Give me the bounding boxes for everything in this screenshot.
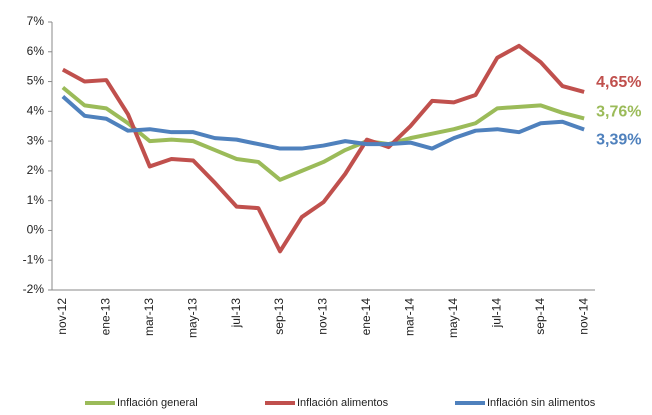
legend-label: Inflación general [117,397,198,409]
y-tick-label: -1% [23,252,45,266]
x-tick-label: may-13 [185,298,199,338]
x-tick-label: sep-13 [272,298,286,335]
y-tick-label: 4% [27,104,45,118]
x-tick-label: nov-14 [576,298,590,335]
line [61,85,585,182]
x-tick-label: sep-14 [533,298,547,335]
line [61,94,585,151]
y-tick-label: 2% [27,163,45,177]
y-tick-label: 6% [27,44,45,58]
value-label: 4,65% [596,74,641,91]
y-tick-label: 7% [27,14,45,28]
x-tick-label: mar-13 [142,298,156,336]
x-tick-label: mar-14 [403,298,417,336]
x-tick-label: nov-13 [316,298,330,335]
line [61,43,585,254]
x-tick-label: may-14 [446,298,460,338]
legend-label: Inflación sin alimentos [487,397,596,409]
value-label: 3,39% [596,132,641,149]
x-tick-label: jul-14 [489,298,503,329]
y-tick-label: -2% [23,282,45,296]
y-tick-label: 5% [27,74,45,88]
y-tick-label: 1% [27,193,45,207]
value-label: 3,76% [596,104,641,121]
legend-label: Inflación alimentos [297,397,389,409]
x-tick-label: ene-13 [98,298,112,336]
x-tick-label: ene-14 [359,298,373,336]
y-tick-label: 0% [27,223,45,237]
y-tick-label: 3% [27,133,45,147]
x-tick-label: jul-13 [229,298,243,329]
x-tick-label: nov-12 [55,298,69,335]
